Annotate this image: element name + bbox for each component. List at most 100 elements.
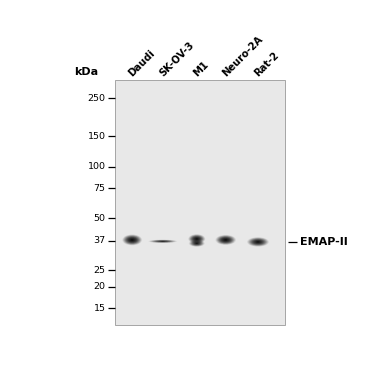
Ellipse shape [196,238,197,239]
Ellipse shape [195,238,199,240]
Ellipse shape [131,239,133,240]
Ellipse shape [154,240,171,242]
Ellipse shape [217,236,234,244]
Ellipse shape [190,235,204,243]
Ellipse shape [251,239,265,245]
Ellipse shape [125,236,139,244]
Ellipse shape [191,241,202,246]
Ellipse shape [255,240,261,243]
Ellipse shape [219,237,232,243]
Text: 150: 150 [88,132,106,141]
Text: 50: 50 [94,214,106,223]
Ellipse shape [220,237,232,243]
Ellipse shape [217,236,234,244]
Ellipse shape [194,242,200,244]
Ellipse shape [221,238,230,242]
Text: 20: 20 [94,282,106,291]
Ellipse shape [190,240,204,246]
Ellipse shape [125,236,140,244]
Ellipse shape [189,234,205,243]
Ellipse shape [194,242,199,244]
Ellipse shape [190,241,203,246]
Ellipse shape [216,235,236,245]
Ellipse shape [155,240,170,242]
Text: 75: 75 [94,184,106,193]
Ellipse shape [126,237,138,243]
Ellipse shape [129,238,135,242]
Ellipse shape [195,238,198,240]
Ellipse shape [222,238,229,242]
Ellipse shape [192,236,201,242]
Ellipse shape [220,237,231,243]
Ellipse shape [195,243,198,244]
Ellipse shape [152,240,174,243]
Ellipse shape [222,238,230,242]
Text: EMAP-II: EMAP-II [300,237,348,247]
Text: 100: 100 [88,162,106,171]
Ellipse shape [255,241,261,243]
Ellipse shape [254,240,262,244]
Text: Neuro-2A: Neuro-2A [220,34,264,78]
Ellipse shape [194,237,200,241]
Ellipse shape [126,237,138,243]
Ellipse shape [249,238,267,246]
Text: 15: 15 [94,304,106,313]
Ellipse shape [152,240,174,243]
Ellipse shape [192,242,201,245]
Ellipse shape [129,238,135,242]
Ellipse shape [194,242,200,245]
Ellipse shape [195,243,199,244]
Ellipse shape [192,241,202,246]
Ellipse shape [154,240,172,242]
Ellipse shape [196,238,198,239]
Ellipse shape [123,235,142,245]
Ellipse shape [153,240,173,243]
Ellipse shape [191,236,202,242]
Ellipse shape [158,241,168,242]
Ellipse shape [159,241,166,242]
Text: Daudi: Daudi [126,48,157,78]
Ellipse shape [225,239,227,240]
Ellipse shape [123,235,141,245]
Ellipse shape [191,236,202,242]
Ellipse shape [248,238,268,246]
Ellipse shape [156,240,170,242]
Ellipse shape [252,239,264,244]
Ellipse shape [253,240,263,244]
Ellipse shape [128,237,137,243]
Ellipse shape [254,240,262,244]
Ellipse shape [194,237,200,240]
Ellipse shape [160,241,166,242]
Ellipse shape [218,236,233,244]
Ellipse shape [124,236,140,244]
Ellipse shape [195,243,198,244]
Ellipse shape [196,243,198,244]
Ellipse shape [195,238,199,240]
Ellipse shape [129,238,136,242]
Text: 250: 250 [88,94,106,103]
Text: 25: 25 [94,266,106,275]
Ellipse shape [189,235,204,243]
Ellipse shape [223,238,228,241]
Ellipse shape [249,238,267,246]
Ellipse shape [252,239,264,245]
Ellipse shape [158,241,167,242]
Ellipse shape [216,236,235,244]
Ellipse shape [130,239,134,241]
Ellipse shape [130,239,134,241]
Ellipse shape [192,236,202,242]
Ellipse shape [193,237,200,241]
Ellipse shape [189,240,204,247]
Text: SK-OV-3: SK-OV-3 [157,40,196,78]
Ellipse shape [256,241,260,243]
Text: kDa: kDa [74,67,98,77]
Ellipse shape [250,238,266,246]
Ellipse shape [193,242,201,245]
Text: M1: M1 [191,59,210,78]
Ellipse shape [224,239,227,241]
Ellipse shape [190,240,204,246]
Ellipse shape [151,240,175,243]
Ellipse shape [128,238,136,242]
Ellipse shape [150,240,176,243]
Ellipse shape [157,241,169,242]
